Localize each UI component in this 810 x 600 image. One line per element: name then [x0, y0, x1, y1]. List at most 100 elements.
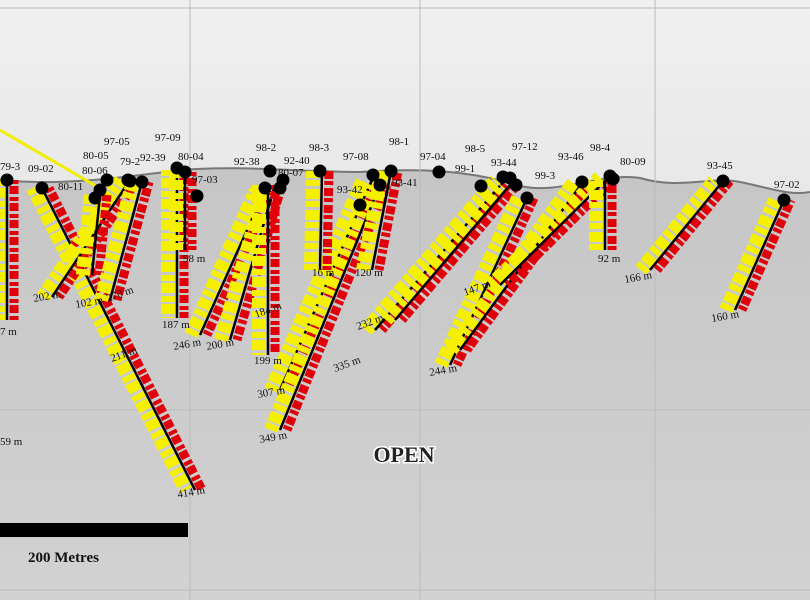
assay-yellow: [719, 197, 782, 313]
assay-red: [398, 182, 521, 323]
collar-dot: [777, 193, 791, 207]
assay-red: [55, 177, 141, 300]
assay-yellow: [184, 187, 263, 338]
assay-red: [653, 178, 734, 273]
drill-traces: [0, 169, 796, 494]
depth-label: 98 m: [183, 253, 206, 265]
collar-label: 92-39: [140, 152, 166, 164]
collar-label: 97-04: [420, 151, 446, 163]
collar-label: 98-2: [256, 142, 276, 154]
drill-hole: [40, 187, 197, 491]
collar-dot: [35, 181, 49, 195]
collars: 79-3 09-02 80-11 80-06 80-05 97-05 79-2 92-39 97…: [0, 132, 800, 212]
drill-hole: [278, 184, 382, 431]
depth-label: 199 m: [254, 355, 282, 367]
collar-dot: [313, 164, 327, 178]
depth-label: 166 m: [623, 269, 653, 286]
assay-red: [112, 180, 154, 302]
drill-hole: [394, 184, 511, 321]
depth-label: 160 m: [710, 308, 740, 325]
collar-label: 80-09: [620, 156, 646, 168]
collar-label: 92-38: [234, 156, 260, 168]
assay-yellow: [360, 175, 502, 335]
collar-dot: [263, 164, 277, 178]
collar-label: 97-05: [104, 136, 130, 148]
depth-label: 244 m: [428, 362, 458, 379]
collar-dot: [93, 183, 107, 197]
collar-dot: [606, 172, 620, 186]
collar-label: 99-3: [535, 170, 556, 182]
ground: [0, 168, 810, 600]
assay-yellow: [264, 182, 378, 433]
collar-dot: [575, 175, 589, 189]
collar-dot: [0, 173, 14, 187]
collar-label: 98-4: [590, 142, 611, 154]
collar-dot: [366, 168, 380, 182]
collar-dot: [190, 189, 204, 203]
collar-dot: [258, 181, 272, 195]
depth-label: 7 m: [0, 326, 17, 338]
collar-label: 98-3: [309, 142, 330, 154]
collar-label: 93-44: [491, 157, 517, 169]
depth-label: 59 m: [0, 436, 23, 448]
collar-label: 99-1: [455, 163, 475, 175]
assay-yellow: [304, 170, 320, 271]
collar-label: 09-02: [28, 163, 54, 175]
depth-label: 92 m: [598, 253, 621, 265]
depth-label: 349 m: [258, 429, 288, 446]
collar-label: 93-46: [558, 151, 584, 163]
scale-label: 200 Metres: [28, 550, 99, 566]
drill-hole: [108, 181, 144, 301]
depth-label: 16 m: [312, 267, 335, 279]
assay-yellow: [76, 194, 98, 276]
assay-red: [94, 194, 112, 276]
collar-label: 98-5: [465, 143, 486, 155]
scale-bar: [0, 523, 188, 537]
assay-yellow: [26, 184, 193, 494]
collar-dot: [716, 174, 730, 188]
collar-dot: [123, 174, 137, 188]
collar-dot: [520, 191, 534, 205]
assay-red: [44, 185, 207, 493]
depth-label: 102 m: [74, 294, 104, 311]
depth-label: 187 m: [162, 319, 190, 331]
collar-dot: [432, 165, 446, 179]
collar-dot: [373, 178, 387, 192]
depth-label: 246 m: [172, 336, 202, 353]
depth-label: 307 m: [256, 384, 286, 401]
collar-dot: [384, 164, 398, 178]
drill-hole: [733, 199, 786, 311]
collar-label: 97-08: [343, 151, 369, 163]
collar-label: 79-3: [0, 161, 21, 173]
drill-hole: [90, 194, 102, 276]
collar-label: 97-12: [512, 141, 538, 153]
collar-dot: [100, 173, 114, 187]
assay-red: [282, 183, 392, 432]
assay-yellow: [94, 180, 140, 302]
drill-hole: [649, 180, 724, 271]
collar-label: 92-40: [284, 155, 310, 167]
assay-yellow: [264, 177, 370, 393]
collar-label: 80-05: [83, 150, 109, 162]
assay-red: [737, 198, 796, 312]
collar-label: 80-04: [178, 151, 204, 163]
assay-yellow: [486, 171, 606, 290]
collar-label: 97-09: [155, 132, 181, 144]
collar-label: 93-45: [707, 160, 733, 172]
collar-dot: [474, 179, 488, 193]
collar-label: 97-03: [192, 174, 218, 186]
collar-label: 80-11: [58, 181, 83, 193]
open-label: OPEN: [373, 442, 434, 467]
collar-dot: [276, 173, 290, 187]
drill-hole: [370, 170, 393, 271]
collar-label: 80-06: [82, 165, 108, 177]
depth-label: 414 m: [176, 484, 206, 501]
assay-yellow: [635, 176, 720, 275]
collar-dot: [178, 165, 192, 179]
collar-dot: [353, 198, 367, 212]
depth-label: 202 m: [32, 288, 62, 305]
collar-label: 93-42: [337, 184, 363, 196]
